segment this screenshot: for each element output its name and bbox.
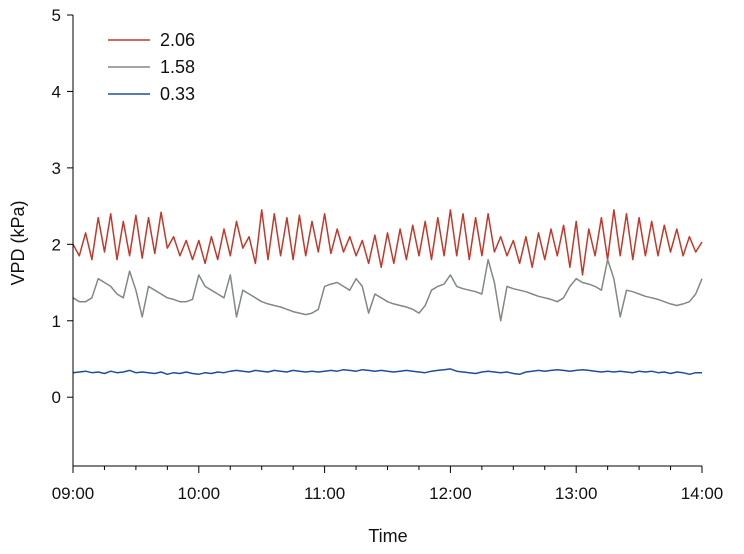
- y-tick-label: 4: [52, 82, 61, 101]
- x-axis-label: Time: [368, 526, 407, 546]
- x-tick-label: 13:00: [555, 484, 598, 503]
- y-tick-label: 1: [52, 312, 61, 331]
- series-layer: [72, 209, 703, 376]
- series-line-1: [72, 258, 703, 322]
- y-tick-label: 2: [52, 235, 61, 254]
- x-tick-label: 12:00: [429, 484, 472, 503]
- series-line-0: [72, 209, 703, 276]
- y-tick-label: 0: [52, 388, 61, 407]
- legend: 2.06 1.58 0.33: [108, 30, 195, 104]
- legend-entry-0: 2.06: [160, 30, 195, 50]
- x-tick-label: 10:00: [178, 484, 221, 503]
- legend-entry-2: 0.33: [160, 84, 195, 104]
- y-axis-label: VPD (kPa): [8, 200, 28, 285]
- axes-layer: 0 1 2 3 4 5 09:00 10:00 11:00 12:00 13:00 14:00: [52, 6, 724, 503]
- y-tick-label: 5: [52, 6, 61, 25]
- x-tick-label: 09:00: [52, 484, 95, 503]
- series-line-2: [72, 368, 702, 376]
- x-tick-label: 14:00: [681, 484, 724, 503]
- legend-entry-1: 1.58: [160, 57, 195, 77]
- y-tick-label: 3: [52, 159, 61, 178]
- x-tick-label: 11:00: [304, 484, 345, 503]
